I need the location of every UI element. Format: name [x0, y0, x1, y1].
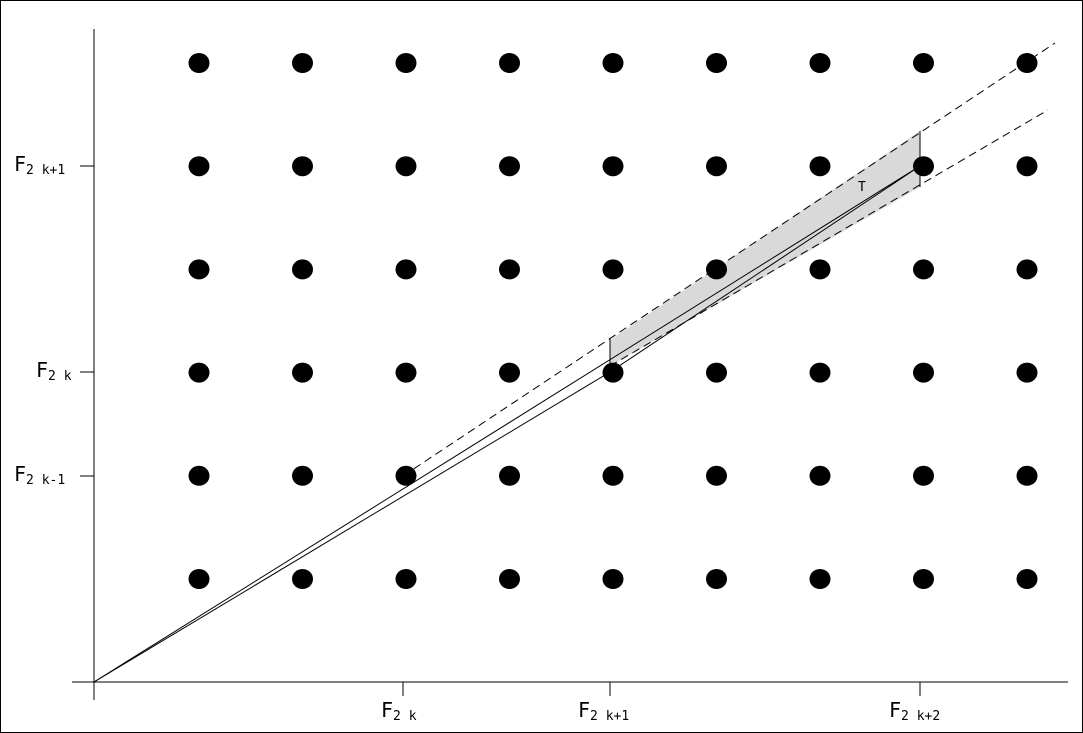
lattice-point: [395, 465, 417, 486]
lattice-point: [602, 569, 624, 589]
lattice-point: [913, 362, 934, 383]
lattice-point: [602, 156, 624, 177]
lattice-point: [499, 259, 520, 280]
lattice-point: [809, 569, 831, 589]
lattice-point: [706, 465, 727, 486]
lattice-point: [706, 156, 727, 177]
lattice-point: [188, 362, 210, 383]
lattice-point: [602, 465, 624, 486]
lattice-point: [499, 362, 520, 383]
region-label-t: T: [858, 180, 866, 195]
lattice-point: [292, 362, 313, 383]
lattice-point: [188, 465, 210, 486]
lattice-point: [499, 156, 520, 177]
lattice-point: [913, 53, 934, 73]
ray-upper: [93, 165, 921, 683]
lattice-point: [292, 53, 313, 73]
lattice-point: [1016, 569, 1038, 589]
lattice-point: [1016, 259, 1038, 280]
lattice-point: [913, 156, 934, 177]
y-tick-label-f2k-1: F2 k-1: [14, 462, 65, 488]
lattice-point: [395, 156, 417, 177]
lattice-point: [499, 465, 520, 486]
lattice-point: [602, 53, 624, 73]
lattice-point: [913, 259, 934, 280]
lattice-point: [188, 259, 210, 280]
lattice-point: [395, 259, 417, 280]
lattice-point: [1016, 156, 1038, 177]
ray-lower: [93, 371, 611, 683]
lattice-point: [395, 362, 417, 383]
lattice-point: [809, 259, 831, 280]
lattice-point: [188, 569, 210, 589]
lattice-point: [706, 259, 727, 280]
lattice-point: [292, 259, 313, 280]
x-tick-label-f2k1: F2 k+1: [578, 698, 629, 724]
lattice-point: [706, 53, 727, 73]
lattice-point: [602, 362, 624, 383]
lattice-point: [292, 465, 313, 486]
lattice-point: [188, 156, 210, 177]
lattice-point: [913, 569, 934, 589]
lattice-point: [809, 362, 831, 383]
segment-lattice: [609, 165, 921, 373]
lattice-point: [292, 156, 313, 177]
lattice-point: [809, 465, 831, 486]
y-tick-label-f2k: F2 k: [36, 358, 72, 384]
lattice-point: [602, 259, 624, 280]
lattice-point: [1016, 362, 1038, 383]
lattice-point: [499, 569, 520, 589]
lattice-point: [499, 53, 520, 73]
lattice-point: [706, 569, 727, 589]
lattice-points: [188, 53, 1038, 589]
lattice-point: [1016, 465, 1038, 486]
x-tick-label-f2k2: F2 k+2: [889, 698, 940, 724]
lattice-point: [188, 53, 210, 73]
lattice-point: [1016, 53, 1038, 73]
lattice-point: [706, 362, 727, 383]
lattice-point: [395, 53, 417, 73]
lattice-point: [809, 156, 831, 177]
lattice-point: [913, 465, 934, 486]
x-tick-label-f2k: F2 k: [381, 698, 417, 724]
lattice-point: [395, 569, 417, 589]
lattice-point: [292, 569, 313, 589]
shaded-region-t: [610, 131, 920, 366]
upper-dashed-line: [402, 42, 1056, 477]
y-tick-label-f2k1: F2 k+1: [14, 152, 65, 178]
lattice-point: [809, 53, 831, 73]
